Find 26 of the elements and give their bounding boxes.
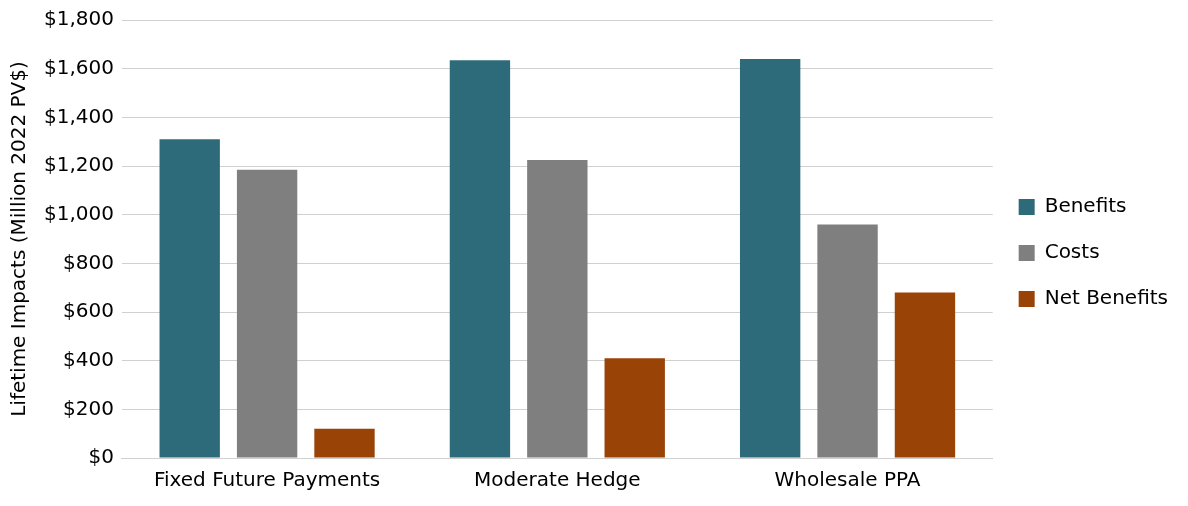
legend-label: Costs (1044, 239, 1100, 264)
bar (817, 224, 878, 458)
legend-label: Net Benefits (1044, 285, 1169, 310)
y-tick-label: $1,600 (44, 54, 114, 79)
y-tick-label: $800 (63, 249, 114, 274)
x-tick-label: Fixed Future Payments (153, 467, 381, 492)
y-tick-label: $400 (63, 346, 114, 371)
bar (236, 169, 298, 458)
bar (739, 58, 801, 458)
y-tick-label: $1,200 (44, 152, 114, 177)
x-tick-label: Moderate Hedge (474, 467, 641, 492)
y-tick-label: $200 (63, 395, 114, 420)
bar (527, 159, 588, 458)
y-tick-label: $1,400 (44, 103, 114, 128)
bar (894, 292, 956, 458)
y-tick-label: $1,000 (44, 200, 114, 225)
y-axis-title: Lifetime Impacts (Million 2022 PV$) (6, 61, 31, 417)
bar (314, 428, 375, 458)
bar (604, 358, 665, 458)
bar (449, 60, 511, 458)
y-tick-label: $0 (88, 444, 114, 469)
y-tick-label: $1,800 (44, 6, 114, 31)
bar (159, 139, 220, 458)
x-tick-label: Wholesale PPA (774, 467, 921, 492)
y-tick-label: $600 (63, 298, 114, 323)
legend-label: Benefits (1044, 193, 1127, 218)
